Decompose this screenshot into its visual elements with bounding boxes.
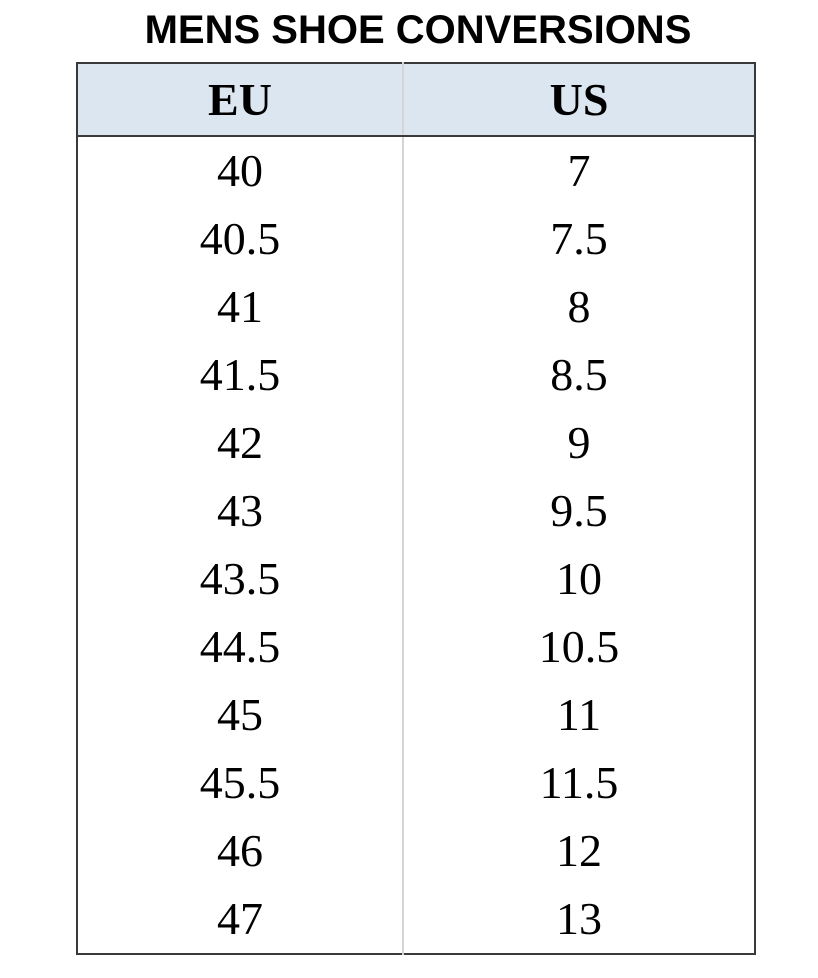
table-row: 46 12: [77, 817, 755, 885]
cell-us: 8: [567, 281, 591, 332]
cell-eu: 45.5: [77, 749, 404, 817]
cell-us: 9.5: [550, 485, 608, 536]
shoe-conversion-table: EU US 40 7 40.5 7.5 41 8 41.5 8.5 42 9 43 9.5 43.5 10…: [76, 62, 756, 955]
cell-eu: 43: [77, 477, 404, 545]
table-row: 44.5 10.5: [77, 613, 755, 681]
header-row: EU US: [77, 63, 755, 137]
cell-us: 7: [567, 145, 591, 196]
table-row: 47 13: [77, 885, 755, 954]
cell-us: 11: [556, 689, 602, 740]
table-row: 43 9.5: [77, 477, 755, 545]
cell-eu: 41: [77, 273, 404, 341]
table-row: 43.5 10: [77, 545, 755, 613]
cell-eu: 46: [77, 817, 404, 885]
cell-us: 12: [556, 825, 602, 876]
cell-eu: 44.5: [77, 613, 404, 681]
cell-eu: 40.5: [77, 205, 404, 273]
table-row: 45.5 11.5: [77, 749, 755, 817]
cell-eu: 40: [77, 136, 404, 205]
cell-us: 10.5: [538, 621, 620, 672]
cell-us: 13: [556, 893, 602, 944]
header-eu: EU: [77, 63, 404, 137]
cell-eu: 43.5: [77, 545, 404, 613]
cell-us: 9: [567, 417, 591, 468]
table-row: 41 8: [77, 273, 755, 341]
table-row: 40 7: [77, 136, 755, 205]
table-row: 41.5 8.5: [77, 341, 755, 409]
cell-eu: 47: [77, 885, 404, 954]
cell-eu: 41.5: [77, 341, 404, 409]
cell-us: 8.5: [550, 349, 608, 400]
cell-us: 7.5: [550, 213, 608, 264]
cell-eu: 45: [77, 681, 404, 749]
cell-us: 10: [556, 553, 602, 604]
table-row: 42 9: [77, 409, 755, 477]
page-title: MENS SHOE CONVERSIONS: [144, 8, 692, 52]
table-row: 40.5 7.5: [77, 205, 755, 273]
cell-us: 11.5: [539, 757, 619, 808]
table-row: 45 11: [77, 681, 755, 749]
cell-eu: 42: [77, 409, 404, 477]
header-us: US: [403, 63, 755, 137]
